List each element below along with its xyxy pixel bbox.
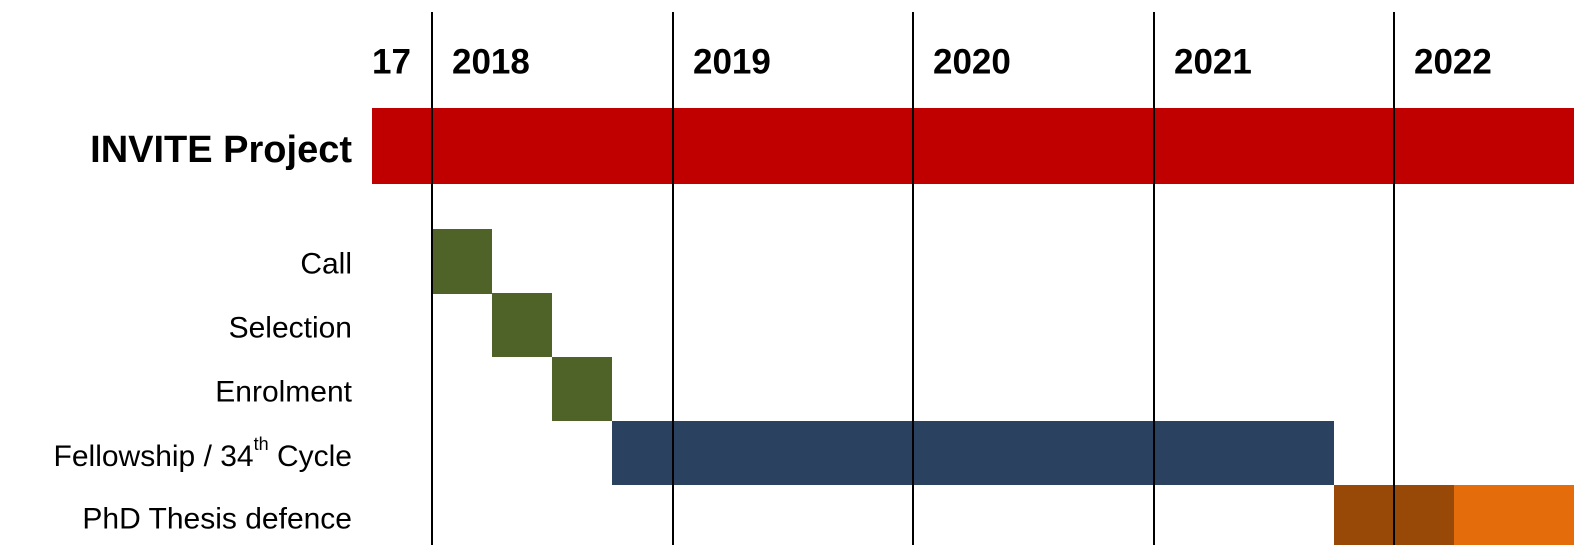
task-label: INVITE Project [90, 129, 352, 171]
year-label: 17 [372, 43, 411, 82]
task-bar [612, 421, 1334, 485]
bars-layer [372, 108, 1574, 545]
year-label: 2020 [933, 43, 1011, 82]
year-label: 2022 [1414, 43, 1492, 82]
task-label: Selection [229, 312, 352, 345]
task-labels: INVITE Project Call Selection Enrolment Fell… [54, 129, 353, 536]
task-label: Fellowship / 34th Cycle [54, 434, 352, 473]
task-bar [552, 357, 612, 421]
task-bar [492, 293, 552, 357]
year-label: 2019 [693, 43, 771, 82]
task-bar-extension [1454, 485, 1574, 545]
year-labels: 17 2018 2019 2020 2021 2022 [372, 43, 1492, 82]
task-label: Call [300, 248, 352, 281]
year-gridlines [431, 12, 1395, 545]
year-label: 2021 [1174, 43, 1252, 82]
task-bar [432, 229, 492, 294]
task-label: PhD Thesis defence [82, 503, 352, 536]
task-bar [372, 108, 1574, 184]
task-label: Enrolment [215, 376, 352, 409]
year-label: 2018 [452, 43, 530, 82]
